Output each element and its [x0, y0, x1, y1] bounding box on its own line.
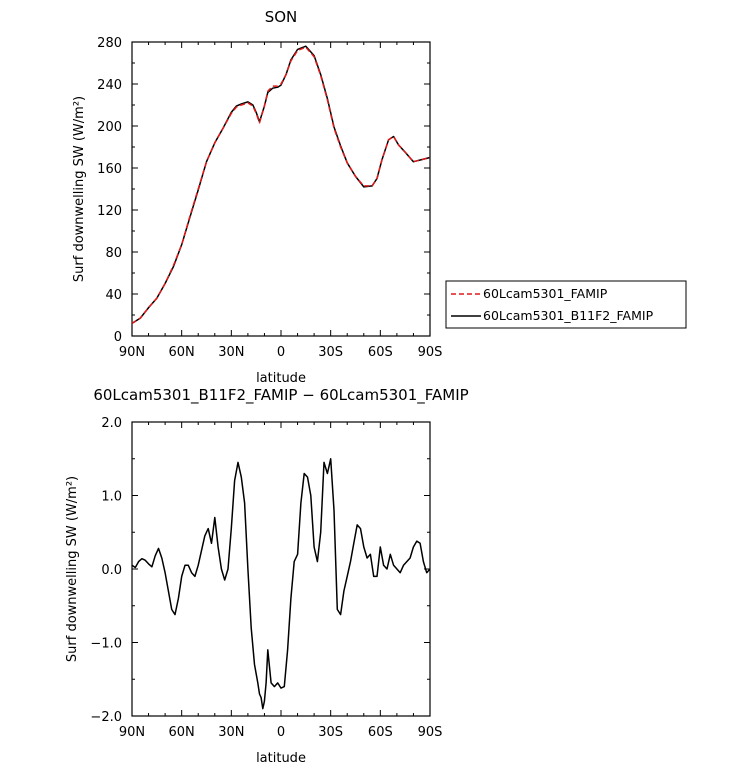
- top-y-axis-label: Surf downwelling SW (W/m²): [72, 96, 87, 282]
- bottom-x-tick-label: 60S: [368, 725, 393, 740]
- top-panel-title: SON: [265, 8, 298, 26]
- legend: 60Lcam5301_FAMIP 60Lcam5301_B11F2_FAMIP: [445, 280, 687, 329]
- bottom-x-tick-label: 0: [277, 725, 285, 740]
- bottom-y-axis-label: Surf downwelling SW (W/m²): [65, 476, 80, 662]
- bottom-x-tick-label: 90S: [418, 725, 443, 740]
- bottom-x-tick-label: 30S: [318, 725, 343, 740]
- top-y-tick-label: 40: [105, 288, 122, 303]
- legend-label-famip: 60Lcam5301_FAMIP: [483, 286, 608, 301]
- top-y-tick-label: 120: [97, 204, 122, 219]
- legend-label-b11f2: 60Lcam5301_B11F2_FAMIP: [483, 308, 654, 323]
- top-y-tick-label: 0: [114, 330, 122, 345]
- bottom-x-tick-label: 30N: [218, 725, 244, 740]
- bottom-series-line-1: [131, 458, 431, 710]
- bottom-y-tick-label: 1.0: [101, 490, 122, 505]
- bottom-x-axis-label: latitude: [256, 751, 306, 766]
- legend-box: [445, 280, 687, 329]
- bottom-plot-frame: [131, 421, 431, 717]
- bottom-y-tick-label: −2.0: [90, 710, 122, 725]
- top-y-tick-label: 240: [97, 78, 122, 93]
- top-series-line-1: [131, 45, 431, 325]
- top-plot-panel: 90N 60N 30N 0 30S 60S 90S04080120160200240280 …: [72, 36, 442, 386]
- top-x-tick-label: 90N: [119, 345, 145, 360]
- bottom-x-tick-label: 90N: [119, 725, 145, 740]
- bottom-panel-title: 60Lcam5301_B11F2_FAMIP − 60Lcam5301_FAMI…: [93, 386, 468, 405]
- top-plot-frame: [131, 41, 431, 337]
- top-y-tick-label: 160: [97, 162, 122, 177]
- bottom-y-tick-label: 0.0: [101, 563, 122, 578]
- top-y-tick-label: 200: [97, 120, 122, 135]
- top-x-tick-label: 30S: [318, 345, 343, 360]
- top-x-axis-label: latitude: [256, 371, 306, 386]
- top-x-tick-label: 90S: [418, 345, 443, 360]
- top-x-tick-label: 60S: [368, 345, 393, 360]
- top-x-tick-label: 60N: [169, 345, 195, 360]
- bottom-y-tick-label: −1.0: [90, 637, 122, 652]
- top-series-line-2: [131, 46, 431, 325]
- top-y-tick-label: 80: [105, 246, 122, 261]
- top-x-tick-label: 30N: [218, 345, 244, 360]
- bottom-plot-panel: 90N 60N 30N 0 30S 60S 90S −2.0 −1.0 0.0 1.0 2.0 lat…: [65, 416, 442, 766]
- bottom-x-tick-label: 60N: [169, 725, 195, 740]
- top-x-tick-label: 0: [277, 345, 285, 360]
- top-y-tick-label: 280: [97, 36, 122, 51]
- bottom-y-tick-label: 2.0: [101, 416, 122, 431]
